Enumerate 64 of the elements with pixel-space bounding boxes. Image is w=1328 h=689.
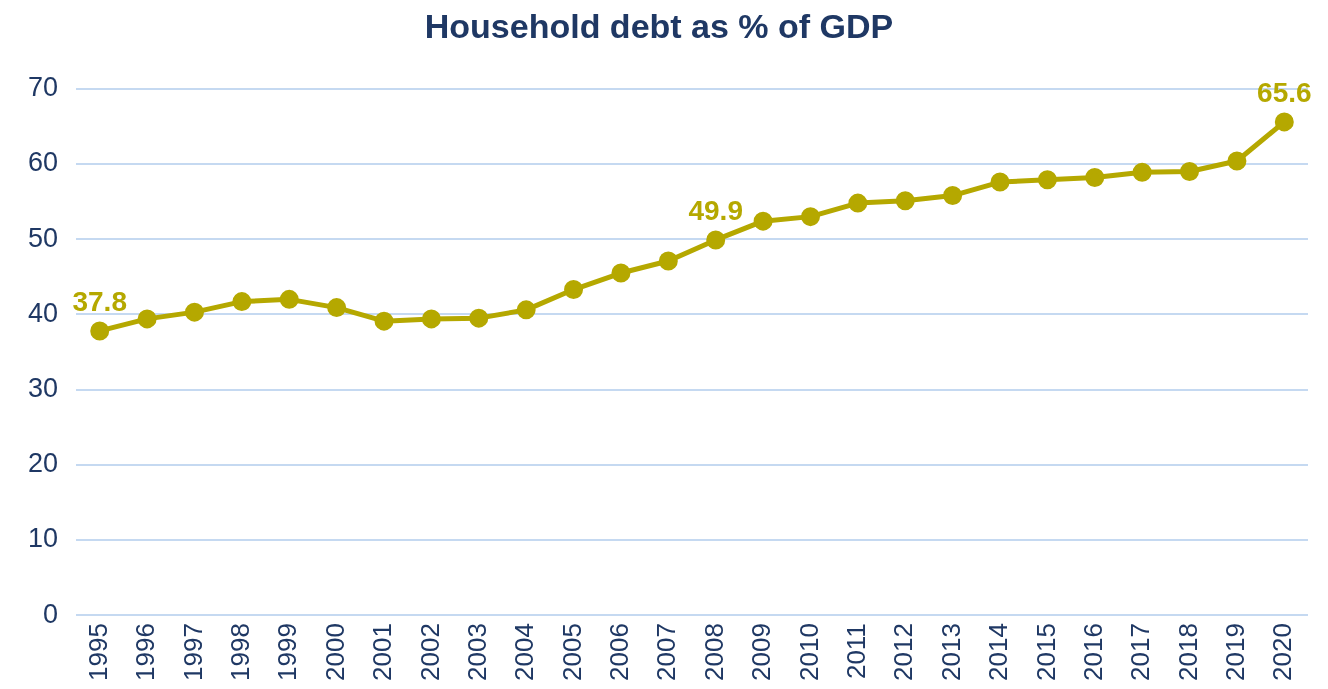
point (279, 289, 299, 309)
x-tick-label: 2004 (509, 623, 540, 681)
y-tick-label: 0 (43, 598, 59, 629)
x-tick-label: 1996 (130, 623, 161, 681)
x-tick-label: 2013 (935, 623, 966, 681)
y-tick-label: 70 (27, 72, 59, 103)
y-tick-label: 20 (27, 448, 59, 479)
point (421, 309, 441, 329)
x-tick-label: 2015 (1030, 623, 1061, 681)
point (1274, 112, 1294, 132)
y-tick-label: 30 (27, 373, 59, 404)
x-tick-label: 2008 (698, 623, 729, 681)
point (374, 311, 394, 331)
x-tick-label: 2011 (841, 623, 872, 680)
x-tick-label: 2010 (793, 623, 824, 681)
point (232, 292, 252, 312)
y-tick-label: 60 (27, 147, 59, 178)
point (184, 302, 204, 322)
x-tick-label: 2002 (414, 623, 445, 681)
x-tick-label: 2014 (983, 623, 1014, 681)
point (564, 280, 584, 300)
chart-title: Household debt as % of GDP (424, 6, 894, 45)
point (1227, 151, 1247, 171)
data-label: 65.6 (1257, 76, 1312, 108)
x-tick-label: 2006 (604, 623, 635, 681)
x-tick-label: 1998 (225, 623, 256, 681)
point (90, 321, 110, 341)
x-tick-label: 2007 (651, 623, 682, 681)
x-tick-label: 2019 (1220, 623, 1251, 681)
x-tick-label: 2016 (1077, 623, 1108, 681)
x-tick-label: 2020 (1267, 623, 1298, 681)
point (137, 309, 157, 329)
x-tick-label: 2003 (461, 623, 492, 681)
x-tick-label: 1997 (177, 623, 208, 681)
point (848, 193, 868, 213)
x-tick-label: 1999 (272, 623, 303, 681)
point (327, 298, 347, 318)
data-label: 37.8 (72, 285, 127, 317)
point (800, 207, 820, 227)
point (469, 308, 489, 328)
point (895, 191, 915, 211)
x-tick-label: 2005 (556, 623, 587, 681)
point (658, 251, 678, 271)
point (753, 211, 773, 231)
point (943, 186, 963, 206)
y-tick-label: 40 (27, 297, 59, 328)
y-tick-label: 10 (27, 523, 59, 554)
point (1180, 162, 1200, 182)
x-tick-label: 2018 (1172, 623, 1203, 681)
x-tick-label: 2000 (319, 623, 350, 681)
point (516, 300, 536, 320)
point (1037, 170, 1057, 190)
x-tick-label: 1995 (82, 623, 113, 681)
point (706, 230, 726, 250)
x-tick-label: 2009 (746, 623, 777, 681)
data-label: 49.9 (688, 194, 743, 226)
point (990, 172, 1010, 192)
point (611, 263, 631, 283)
x-tick-label: 2012 (888, 623, 919, 681)
point (1132, 162, 1152, 182)
x-tick-label: 2017 (1125, 623, 1156, 681)
y-tick-label: 50 (27, 222, 59, 253)
point (1085, 168, 1105, 188)
x-tick-label: 2001 (367, 623, 398, 681)
